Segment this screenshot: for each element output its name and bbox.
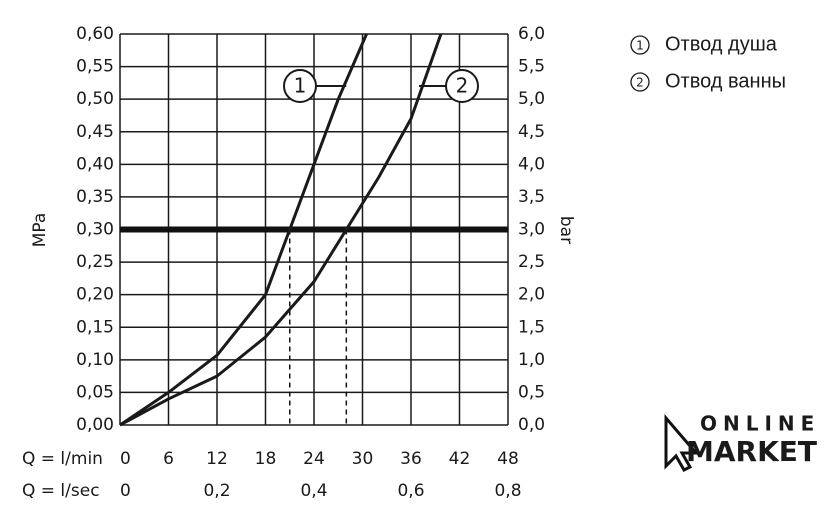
y2-axis-label: bar	[556, 216, 576, 244]
legend-entry: Отвод душа	[665, 33, 778, 55]
y-tick-label: 0,10	[76, 350, 114, 370]
legend-entry: Отвод ванны	[665, 70, 786, 92]
y-tick-label: 0,60	[76, 24, 114, 44]
curve	[119, 33, 368, 427]
y-tick-label: 0,05	[76, 382, 114, 402]
y-tick-label: 0,35	[76, 187, 114, 207]
x-tick-label: 30	[352, 449, 374, 469]
logo: ONLINE MARKET	[664, 412, 820, 472]
y2-tick-label: 0,0	[518, 415, 545, 435]
y2-tick-label: 3,0	[518, 220, 545, 240]
y-tick-label: 0,50	[76, 89, 114, 109]
y2-tick-label: 3,5	[518, 187, 545, 207]
x2-axis-label: Q = l/sec	[22, 481, 100, 501]
x2-tick-label: 0,8	[494, 481, 521, 501]
curve-label: 1	[294, 74, 307, 98]
x2-tick-label: 0	[120, 481, 131, 501]
y2-tick-label: 4,5	[518, 122, 545, 142]
y2-tick-label: 1,5	[518, 317, 545, 337]
legend-marker-label: 1	[636, 39, 644, 53]
y2-tick-label: 5,0	[518, 89, 545, 109]
x2-tick-label: 0,6	[397, 481, 424, 501]
y-tick-label: 0,00	[76, 415, 114, 435]
y-tick-label: 0,15	[76, 317, 114, 337]
x2-tick-label: 0,2	[203, 481, 230, 501]
legend-marker-label: 2	[636, 76, 644, 90]
logo-text: MARKET	[686, 435, 817, 468]
x-tick-label: 18	[255, 449, 277, 469]
legend-marker	[630, 72, 650, 92]
y-tick-label: 0,20	[76, 285, 114, 305]
x-tick-label: 6	[163, 449, 174, 469]
y-tick-label: 0,40	[76, 154, 114, 174]
x-tick-label: 24	[303, 449, 325, 469]
x-tick-label: 0	[120, 449, 131, 469]
y2-tick-label: 5,5	[518, 57, 545, 77]
y2-tick-label: 2,5	[518, 252, 545, 272]
curve	[119, 33, 443, 427]
legend-marker	[630, 35, 650, 55]
logo-text: ONLINE	[700, 412, 820, 436]
curve-label: 2	[456, 74, 469, 98]
y-tick-label: 0,25	[76, 252, 114, 272]
y-tick-label: 0,30	[76, 220, 114, 240]
x-tick-label: 36	[400, 449, 422, 469]
x-tick-label: 48	[497, 449, 519, 469]
y2-tick-label: 4,0	[518, 154, 545, 174]
y2-tick-label: 6,0	[518, 24, 545, 44]
y2-tick-label: 1,0	[518, 350, 545, 370]
y-axis-label: MPa	[30, 213, 50, 248]
x-tick-label: 12	[206, 449, 228, 469]
x-tick-label: 42	[449, 449, 471, 469]
y2-tick-label: 2,0	[518, 285, 545, 305]
y-tick-label: 0,45	[76, 122, 114, 142]
curve-label-circle	[283, 69, 317, 103]
y2-tick-label: 0,5	[518, 382, 545, 402]
x2-tick-label: 0,4	[300, 481, 327, 501]
logo-icon	[664, 413, 700, 472]
x-axis-label: Q = l/min	[22, 449, 103, 469]
y-tick-label: 0,55	[76, 57, 114, 77]
curve-label-circle	[445, 69, 479, 103]
